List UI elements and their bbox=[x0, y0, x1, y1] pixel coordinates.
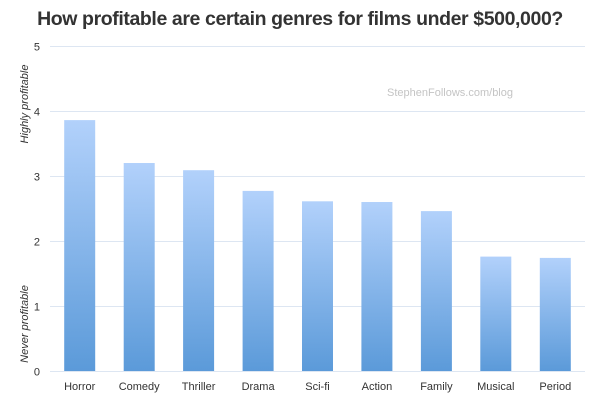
y-tick-label: 5 bbox=[34, 42, 40, 54]
y-label-bottom: Never profitable bbox=[19, 285, 31, 363]
y-tick-label: 4 bbox=[34, 107, 40, 119]
bar-period bbox=[539, 257, 571, 371]
bar-sci-fi bbox=[302, 201, 333, 371]
y-tick-label: 0 bbox=[34, 367, 40, 379]
bar-drama bbox=[242, 190, 274, 371]
bar-comedy bbox=[123, 163, 155, 371]
bar-family bbox=[420, 211, 452, 371]
x-tick-label: Comedy bbox=[119, 381, 160, 393]
x-tick-label: Sci-fi bbox=[305, 381, 329, 393]
chart-title: How profitable are certain genres for fi… bbox=[37, 8, 563, 30]
y-label-top: Highly profitable bbox=[19, 65, 31, 144]
x-tick-label: Musical bbox=[477, 381, 514, 393]
y-tick-label: 3 bbox=[34, 172, 40, 184]
bar-action bbox=[361, 202, 393, 371]
x-tick-label: Drama bbox=[242, 381, 276, 393]
x-tick-label: Action bbox=[362, 381, 393, 393]
bar-thriller bbox=[183, 170, 215, 371]
x-tick-label: Family bbox=[420, 381, 453, 393]
y-tick-label: 1 bbox=[34, 302, 40, 314]
bar-musical bbox=[480, 256, 512, 371]
y-axis-ticks: 0 1 2 3 4 5 bbox=[34, 42, 40, 379]
bar-horror bbox=[64, 120, 96, 371]
x-tick-label: Period bbox=[539, 381, 571, 393]
x-axis-ticks: Horror Comedy Thriller Drama Sci-fi Action Fam… bbox=[64, 381, 571, 393]
bars bbox=[64, 120, 571, 371]
x-tick-label: Horror bbox=[64, 381, 96, 393]
y-tick-label: 2 bbox=[34, 237, 40, 249]
x-tick-label: Thriller bbox=[182, 381, 216, 393]
watermark: StephenFollows.com/blog bbox=[387, 87, 513, 99]
